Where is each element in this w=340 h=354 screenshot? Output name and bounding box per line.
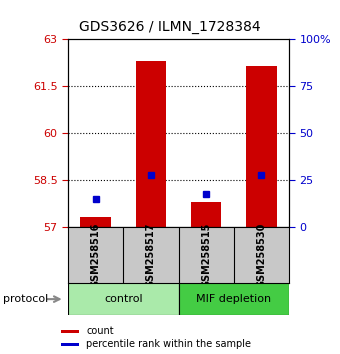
- Text: MIF depletion: MIF depletion: [196, 294, 271, 304]
- Text: GSM258515: GSM258515: [201, 222, 211, 287]
- Bar: [68, 283, 178, 315]
- Bar: [61, 330, 80, 333]
- Text: count: count: [86, 326, 114, 336]
- Bar: [81, 217, 111, 227]
- Text: control: control: [104, 294, 142, 304]
- Text: percentile rank within the sample: percentile rank within the sample: [86, 339, 251, 349]
- Text: GDS3626 / ILMN_1728384: GDS3626 / ILMN_1728384: [79, 19, 261, 34]
- Bar: [61, 343, 80, 346]
- Bar: [136, 62, 166, 227]
- Bar: [246, 65, 276, 227]
- Text: GSM258530: GSM258530: [256, 222, 266, 287]
- Text: GSM258517: GSM258517: [146, 222, 156, 287]
- Text: protocol: protocol: [3, 294, 49, 304]
- Bar: [191, 202, 221, 227]
- Text: GSM258516: GSM258516: [91, 222, 101, 287]
- Bar: [178, 283, 289, 315]
